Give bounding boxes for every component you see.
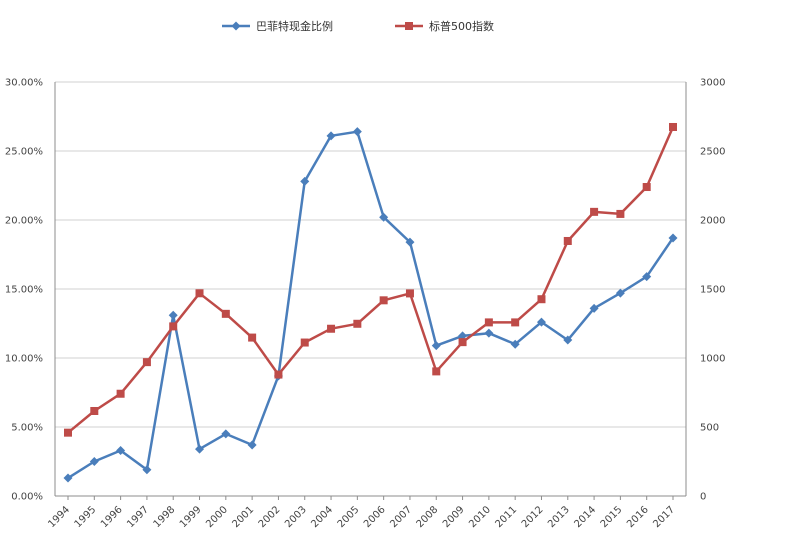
data-point	[142, 358, 151, 367]
data-point	[458, 338, 467, 347]
legend-label: 标普500指数	[429, 19, 494, 33]
data-point	[63, 473, 73, 483]
data-point	[405, 237, 415, 247]
legend-label: 巴菲特现金比例	[256, 19, 333, 33]
series-1	[63, 127, 678, 483]
data-point	[300, 338, 309, 347]
data-point	[168, 310, 178, 320]
legend-marker	[231, 21, 241, 31]
data-point	[116, 445, 126, 455]
data-point	[248, 333, 257, 342]
data-point	[64, 428, 72, 437]
gridlines	[55, 81, 686, 497]
data-point	[537, 295, 546, 304]
data-point	[89, 457, 99, 466]
y-left-tick-label: 20.00%	[5, 216, 43, 227]
data-point	[274, 370, 283, 379]
data-point	[300, 176, 310, 186]
data-point	[616, 209, 625, 218]
data-point	[353, 319, 362, 328]
data-point	[221, 309, 230, 318]
data-point	[484, 318, 493, 327]
legend: 巴菲特现金比例 标普500指数	[222, 19, 494, 33]
data-point	[511, 318, 520, 327]
data-point	[669, 122, 677, 131]
data-point	[536, 317, 546, 327]
y-left-tick-label: 15.00%	[5, 285, 43, 296]
data-point	[326, 131, 336, 141]
y-left-tick-label: 0.00%	[11, 492, 43, 503]
y-right-tick-label: 500	[700, 423, 719, 434]
y-right-tick-label: 0	[700, 492, 706, 503]
data-point	[379, 296, 388, 305]
data-point	[405, 289, 414, 298]
data-point	[510, 339, 520, 349]
legend-marker	[405, 22, 413, 30]
series-line	[67, 130, 675, 480]
data-point	[379, 212, 389, 222]
data-point	[642, 183, 651, 192]
data-point	[432, 367, 441, 376]
data-point	[563, 335, 573, 345]
data-point	[668, 233, 678, 243]
data-point	[221, 429, 231, 439]
data-point	[431, 341, 441, 351]
data-point	[563, 236, 572, 245]
data-point	[90, 406, 99, 415]
y-left-tick-label: 30.00%	[5, 78, 43, 89]
y-right-tick-label: 1000	[700, 354, 725, 365]
data-point	[247, 440, 257, 450]
y-left-tick-label: 25.00%	[5, 147, 43, 158]
data-point	[615, 288, 625, 298]
data-point	[195, 444, 205, 454]
legend-item: 标普500指数	[395, 19, 494, 33]
data-point	[352, 127, 362, 137]
data-point	[169, 322, 178, 331]
data-point	[195, 289, 204, 298]
legend-item: 巴菲特现金比例	[222, 19, 333, 33]
y-right-tick-label: 2000	[700, 216, 725, 227]
data-point	[116, 389, 125, 398]
y-right-tick-label: 3000	[700, 78, 725, 89]
data-point	[142, 465, 152, 475]
series-layer	[63, 122, 678, 483]
data-point	[642, 272, 652, 282]
y-left-tick-label: 5.00%	[11, 423, 43, 434]
series-2	[64, 122, 677, 437]
data-point	[590, 207, 599, 216]
data-point	[589, 303, 599, 313]
series-line	[67, 126, 675, 434]
y-left-tick-label: 10.00%	[5, 354, 43, 365]
data-point	[327, 324, 336, 333]
data-point	[484, 328, 494, 338]
y-right-tick-label: 1500	[700, 285, 725, 296]
y-right-tick-label: 2500	[700, 147, 725, 158]
